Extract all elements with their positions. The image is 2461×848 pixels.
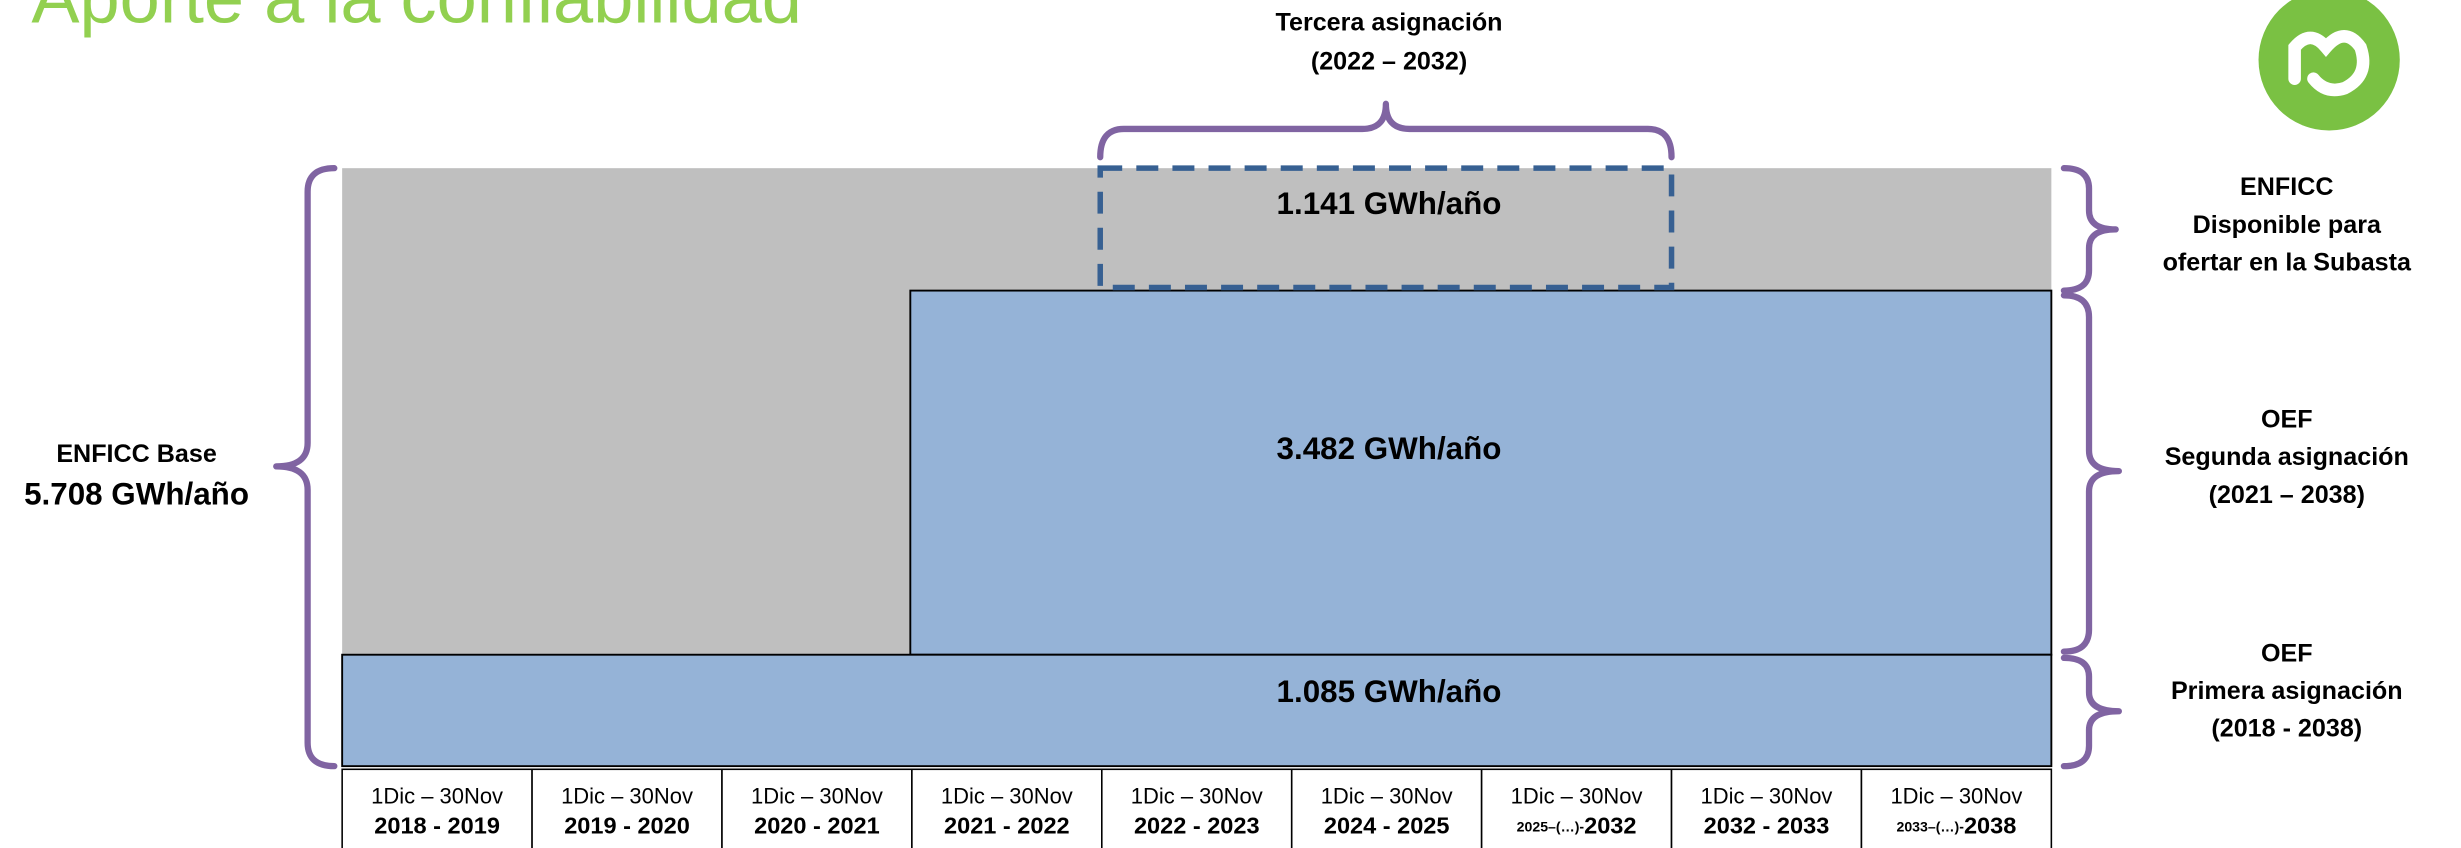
top-brace xyxy=(1097,100,1675,161)
period-years-main: 2032 - 2033 xyxy=(1704,813,1830,839)
period-dates: 1Dic – 30Nov xyxy=(1511,783,1643,808)
period-dates: 1Dic – 30Nov xyxy=(561,783,693,808)
period-cell xyxy=(1101,768,1293,848)
period-years-main: 2022 - 2023 xyxy=(1134,813,1260,839)
period-years: 2022 - 2023 xyxy=(1134,813,1260,839)
period-cell xyxy=(911,768,1103,848)
period-cell xyxy=(1670,768,1863,848)
third-label: Tercera asignación xyxy=(1276,8,1503,36)
period-dates: 1Dic – 30Nov xyxy=(371,783,503,808)
side-label: OEF xyxy=(2261,639,2313,667)
period-years-main: 2024 - 2025 xyxy=(1324,813,1450,839)
period-years: 2024 - 2025 xyxy=(1324,813,1450,839)
period-cell xyxy=(1480,768,1673,848)
first-block xyxy=(341,653,2053,768)
period-years-main: 2020 - 2021 xyxy=(754,813,880,839)
right-brace xyxy=(2060,654,2122,770)
third-period: (2022 – 2032) xyxy=(1311,48,1467,76)
period-dates: 1Dic – 30Nov xyxy=(751,783,883,808)
left-brace xyxy=(273,165,338,770)
period-cell xyxy=(721,768,913,848)
logo xyxy=(2258,0,2400,131)
period-dates: 1Dic – 30Nov xyxy=(1701,783,1833,808)
period-years: 2018 - 2019 xyxy=(374,813,500,839)
side-label: ofertar en la Subasta xyxy=(2163,249,2412,277)
period-cell xyxy=(341,768,533,848)
side-label: (2018 - 2038) xyxy=(2211,715,2362,743)
side-label: ENFICC xyxy=(2240,173,2333,201)
period-dates: 1Dic – 30Nov xyxy=(1131,783,1263,808)
third-block xyxy=(1097,165,1675,291)
side-label: Primera asignación xyxy=(2171,677,2403,705)
period-years-main: 2019 - 2020 xyxy=(564,813,690,839)
period-years: 2021 - 2022 xyxy=(944,813,1070,839)
period-years: 2025–(…)-2032 xyxy=(1517,813,1637,839)
side-label: Disponible para xyxy=(2193,211,2382,239)
period-dates: 1Dic – 30Nov xyxy=(1890,783,2022,808)
base-value: 5.708 GWh/año xyxy=(24,476,249,511)
side-label: Segunda asignación xyxy=(2165,443,2409,471)
right-labels: ENFICC Disponible para ofertar en la Subas… xyxy=(2163,173,2412,742)
period-years-prefix: 2033–(…)- xyxy=(1896,818,1964,834)
period-years: 2020 - 2021 xyxy=(754,813,880,839)
period-row: 1Dic – 30Nov 2018 - 2019 1Dic – 30Nov 2019 … xyxy=(341,768,2053,848)
right-brace xyxy=(2060,165,2119,294)
period-years-main: 2018 - 2019 xyxy=(374,813,500,839)
slide-title: Aporte a la confiabilidad xyxy=(31,0,802,38)
period-years-main: 2032 xyxy=(1584,813,1636,839)
period-years: 2032 - 2033 xyxy=(1704,813,1830,839)
period-cell xyxy=(1860,768,2053,848)
period-cell xyxy=(1290,768,1483,848)
period-years: 2019 - 2020 xyxy=(564,813,690,839)
first-value: 1.085 GWh/año xyxy=(1277,674,1502,709)
right-brace xyxy=(2060,292,2122,655)
third-value: 1.141 GWh/año xyxy=(1277,186,1502,221)
period-years: 2033–(…)-2038 xyxy=(1896,813,2016,839)
period-cell xyxy=(531,768,723,848)
period-years-prefix: 2025–(…)- xyxy=(1517,818,1585,834)
period-dates: 1Dic – 30Nov xyxy=(941,783,1073,808)
side-label: OEF xyxy=(2261,406,2313,434)
second-block xyxy=(909,289,2053,656)
base-label: ENFICC Base xyxy=(56,440,217,468)
period-years-main: 2021 - 2022 xyxy=(944,813,1070,839)
period-dates: 1Dic – 30Nov xyxy=(1321,783,1453,808)
period-years-main: 2038 xyxy=(1964,813,2016,839)
second-value: 3.482 GWh/año xyxy=(1277,431,1502,466)
side-label: (2021 – 2038) xyxy=(2209,481,2365,509)
